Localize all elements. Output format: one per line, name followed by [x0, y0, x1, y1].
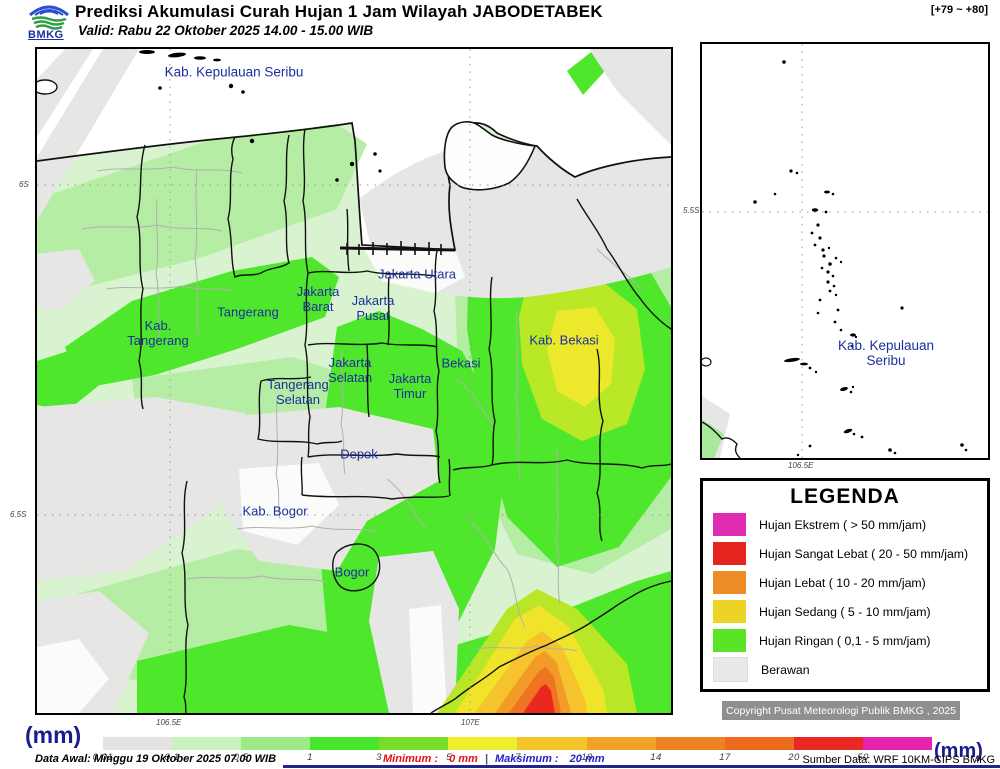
page-title: Prediksi Akumulasi Curah Hujan 1 Jam Wil… — [75, 2, 603, 21]
cb-seg-1 — [172, 737, 242, 750]
cb-tick-0-1: 0.1 — [164, 752, 180, 763]
label-jakarta-selatan: Jakarta Selatan — [327, 355, 373, 385]
swatch-hujan-sedang — [713, 600, 746, 623]
label-kab-bogor: Kab. Bogor — [242, 503, 308, 519]
rainfall-map-art — [37, 49, 671, 713]
label-kab-bekasi: Kab. Bekasi — [529, 332, 599, 348]
minimum-label: Minimum : — [383, 753, 438, 765]
swatch-hujan-ekstrem — [713, 513, 746, 536]
label-jakarta-utara: Jakarta Utara — [377, 266, 457, 282]
lat-label-6s: 6S — [19, 180, 29, 189]
cb-seg-8 — [655, 737, 725, 750]
kepulauan-seribu-inset-map: Kab. Kepulauan Seribu — [700, 42, 990, 460]
lon-label-107e: 107E — [461, 718, 480, 727]
inset-map-art — [700, 44, 988, 459]
data-awal-text: Data Awal: Minggu 19 Oktober 2025 07.00 … — [35, 753, 277, 765]
swatch-hujan-sangat-lebat — [713, 542, 746, 565]
cb-tick-10: 10 — [581, 752, 593, 763]
copyright-bar: Copyright Pusat Meteorologi Publik BMKG … — [722, 701, 960, 720]
maksimum-label: Maksimum : — [495, 753, 559, 765]
inset-lat-label: 5.5S — [683, 206, 700, 215]
bmkg-logo-label: BMKG — [28, 29, 64, 41]
forecast-hour-range: [+79 ~ +80] — [930, 4, 988, 16]
label-tangerang: Tangerang — [217, 304, 279, 320]
label-jakarta-pusat: Jakarta Pusat — [351, 293, 395, 323]
rainfall-colorbar — [103, 737, 932, 750]
cb-tick-7: 7 — [515, 752, 521, 763]
legend-title: LEGENDA — [790, 485, 900, 508]
cb-seg-9 — [724, 737, 794, 750]
legend-label: Hujan Sedang ( 5 - 10 mm/jam) — [759, 604, 931, 619]
legend-label: Hujan Ringan ( 0,1 - 5 mm/jam) — [759, 633, 931, 648]
cb-tick-1: 1 — [307, 752, 313, 763]
legend-item-berawan: Berawan — [713, 657, 810, 682]
label-tangerang-selatan: Tangerang Selatan — [267, 377, 329, 407]
cb-seg-5 — [448, 737, 518, 750]
inset-label-kepulauan-seribu: Kab. Kepulauan Seribu — [837, 338, 935, 368]
cb-seg-11 — [862, 737, 932, 750]
cb-seg-6 — [517, 737, 587, 750]
label-kepulauan-seribu: Kab. Kepulauan Seribu — [164, 64, 304, 80]
cb-seg-10 — [793, 737, 863, 750]
legend-label: Hujan Ekstrem ( > 50 mm/jam) — [759, 517, 927, 532]
swatch-hujan-lebat — [713, 571, 746, 594]
cb-seg-7 — [586, 737, 656, 750]
legend-label: Berawan — [761, 662, 810, 677]
minimum-value: 0 mm — [449, 753, 478, 765]
swatch-hujan-ringan — [713, 629, 746, 652]
maksimum-value: 20 mm — [569, 753, 605, 765]
cb-seg-0 — [103, 737, 173, 750]
label-depok: Depok — [340, 446, 378, 462]
legend-label: Hujan Sangat Lebat ( 20 - 50 mm/jam) — [759, 546, 969, 561]
main-rainfall-map: Kab. Kepulauan Seribu Kab. Tangerang Tan… — [35, 47, 673, 715]
legend-item-sangat-lebat: Hujan Sangat Lebat ( 20 - 50 mm/jam) — [713, 542, 968, 565]
cb-seg-2 — [241, 737, 311, 750]
lat-label-6-5s: 6.5S — [10, 510, 27, 519]
cb-tick-0-5: 0.5 — [233, 752, 249, 763]
legend-box: LEGENDA Hujan Ekstrem ( > 50 mm/jam) Huj… — [700, 478, 990, 692]
legend-item-sedang: Hujan Sedang ( 5 - 10 mm/jam) — [713, 600, 931, 623]
sumber-data-text: Sumber Data: WRF 10KM-CIPS BMKG — [802, 754, 995, 766]
cb-tick-17: 17 — [719, 752, 731, 763]
cb-tick-0-01: 0.01 — [92, 752, 114, 763]
bottom-divider-line — [283, 765, 1000, 768]
label-bogor: Bogor — [334, 564, 370, 580]
cb-tick-50: 50 — [857, 752, 869, 763]
colorbar-unit-right: (mm) — [934, 740, 983, 762]
legend-item-ringan: Hujan Ringan ( 0,1 - 5 mm/jam) — [713, 629, 931, 652]
label-bekasi: Bekasi — [441, 355, 481, 371]
cb-seg-3 — [310, 737, 380, 750]
min-max-text: Minimum : 0 mm | Maksimum : 20 mm — [383, 753, 605, 765]
inset-lon-label: 106.5E — [788, 461, 814, 470]
valid-time: Valid: Rabu 22 Oktober 2025 14.00 - 15.0… — [78, 23, 374, 38]
min-max-separator: | — [484, 753, 488, 765]
bmkg-logo — [29, 5, 69, 30]
lon-label-106-5e: 106.5E — [156, 718, 182, 727]
legend-item-lebat: Hujan Lebat ( 10 - 20 mm/jam) — [713, 571, 926, 594]
cb-tick-5: 5 — [446, 752, 452, 763]
label-kab-tangerang: Kab. Tangerang — [127, 318, 189, 348]
swatch-berawan — [713, 657, 748, 682]
label-jakarta-barat: Jakarta Barat — [296, 284, 340, 314]
legend-item-ekstrem: Hujan Ekstrem ( > 50 mm/jam) — [713, 513, 926, 536]
legend-label: Hujan Lebat ( 10 - 20 mm/jam) — [759, 575, 926, 590]
cb-tick-3: 3 — [376, 752, 382, 763]
colorbar-unit-left: (mm) — [25, 722, 82, 748]
cb-seg-4 — [379, 737, 449, 750]
cb-tick-20: 20 — [788, 752, 800, 763]
label-jakarta-timur: Jakarta Timur — [388, 371, 432, 401]
cb-tick-14: 14 — [650, 752, 662, 763]
